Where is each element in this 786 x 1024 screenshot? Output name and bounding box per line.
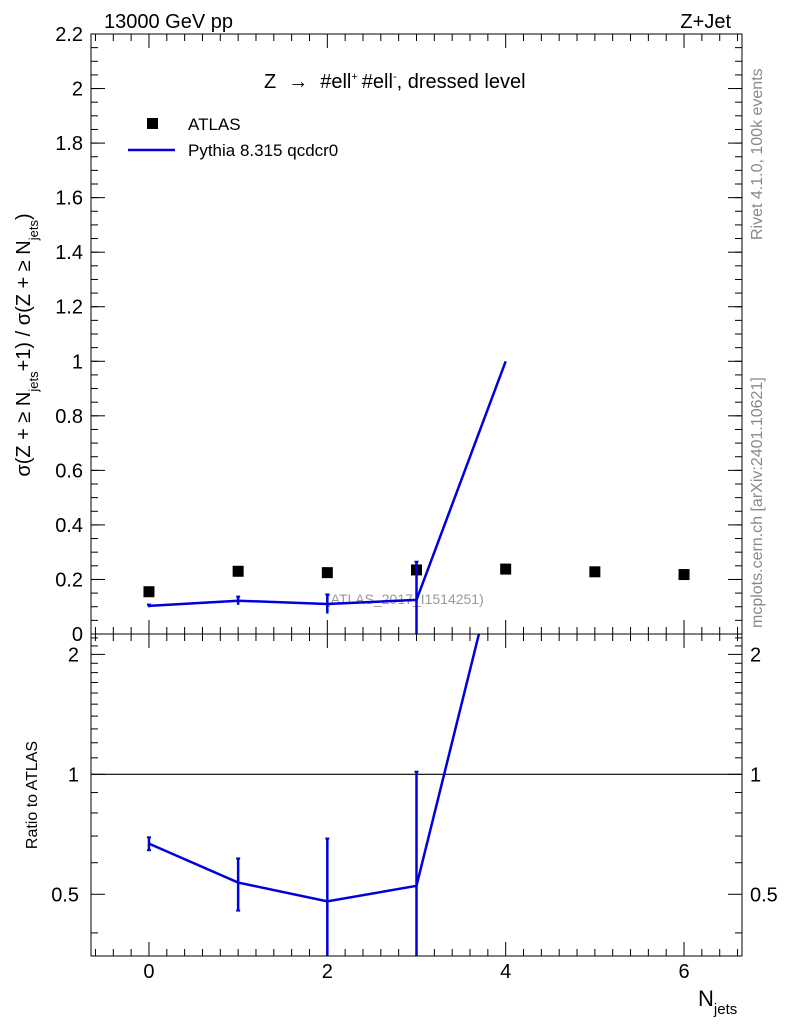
ratio-axis-ticks: 0 2 4 6 0.5 0.5 1 1 2 2 [51,634,778,983]
main-y-tick-label: 1.8 [55,133,83,155]
ratio-plot-frame [90,633,743,957]
main-y-tick-label: 1.6 [55,188,83,210]
ratio-y-tick-label: 2 [68,644,79,666]
x-tick-label: 0 [143,961,154,983]
main-y-tick-label: 1.4 [55,242,83,264]
x-axis-label: Njets [698,986,737,1018]
title-sup-2: - [393,71,397,83]
main-y-tick-label: 0 [72,624,83,646]
header-left-label: 13000 GeV pp [104,11,233,33]
analysis-tag: (ATLAS_2017_I1514251) [326,591,484,607]
main-axis-ticks: 0 0.2 0.4 0.6 0.8 1 1.2 1.4 1.6 1.8 2 2.2 [55,24,742,646]
atlas-data-point [321,567,333,579]
legend-atlas-label: ATLAS [188,115,241,134]
mcplots-label: mcplots.cern.ch [arXiv:2401.10621] [749,377,766,628]
main-y-tick-label: 0.4 [55,515,83,537]
atlas-data-point [589,566,601,578]
ratio-y-axis-label: Ratio to ATLAS [24,741,41,849]
title-ell-2: #ell [362,71,393,93]
main-y-tick-label: 1 [72,351,83,373]
title-z: Z [264,71,276,93]
header-right-label: Z+Jet [680,11,731,33]
ratio-y-tick-label: 0.5 [51,884,79,906]
main-plot-data [143,360,690,634]
title-sup-1: + [351,71,357,83]
main-y-tick-label: 1.2 [55,297,83,319]
main-y-tick-label: 0.2 [55,569,83,591]
ratio-y-tick-label: 1 [68,764,79,786]
ratio-y-tick-label-right: 2 [750,644,761,666]
x-tick-label: 6 [678,961,689,983]
x-tick-label: 4 [500,961,511,983]
main-y-tick-label: 2 [72,79,83,101]
atlas-data-point [500,563,512,575]
ratio-y-tick-label-right: 1 [750,764,761,786]
title-ell-1: #ell [320,71,351,93]
rivet-version-label: Rivet 4.1.0, 100k events [749,68,766,240]
legend: ATLAS Pythia 8.315 qcdcr0 [128,115,338,160]
legend-atlas-marker [147,118,158,129]
main-y-tick-label: 0.6 [55,460,83,482]
ratio-y-tick-label-right: 0.5 [750,884,778,906]
title-rest: , dressed level [397,71,526,93]
atlas-data-point [143,586,155,598]
ratio-plot-data [91,634,742,956]
atlas-data-point [232,565,244,577]
main-y-axis-label: σ(Z + ≥ Njets+1) / σ(Z + ≥ Njets) [13,213,41,476]
main-y-tick-label: 0.8 [55,406,83,428]
main-plot-title: Z → #ell+ #ell-, dressed level [264,71,526,93]
ratio-series-group [146,634,481,956]
title-arrow: → [288,71,308,93]
atlas-data-point [678,569,690,581]
x-tick-label: 2 [322,961,333,983]
legend-pythia-label: Pythia 8.315 qcdcr0 [188,141,338,160]
main-y-tick-label: 2.2 [55,24,83,46]
